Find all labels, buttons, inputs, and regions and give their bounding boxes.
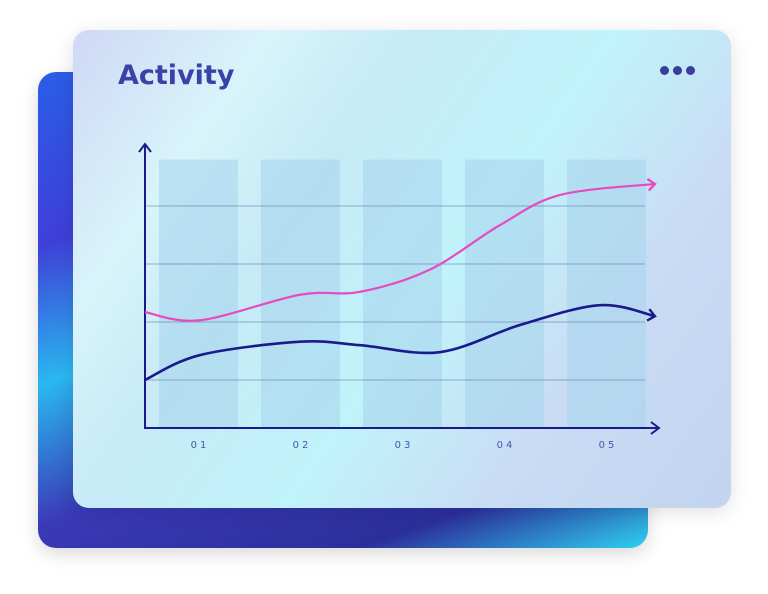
bar-column [363,159,442,428]
more-horizontal-icon[interactable] [660,66,695,75]
x-axis-arrow-icon [650,421,661,435]
x-tick-label: 04 [497,440,516,451]
series-line-2 [144,303,656,382]
series-arrow-icon [646,308,657,322]
y-axis-arrow-icon [138,142,152,153]
x-tick-label: 05 [599,440,618,451]
x-tick-label: 03 [395,440,414,451]
bar-column [465,159,544,428]
x-tick-label: 02 [293,440,312,451]
bar-column [159,159,238,428]
series-line-1 [144,182,656,322]
bar-column [567,159,646,428]
axes [144,145,658,429]
x-tick-label: 01 [191,440,210,451]
card-title: Activity [118,60,235,91]
series-arrow-icon [646,177,657,192]
